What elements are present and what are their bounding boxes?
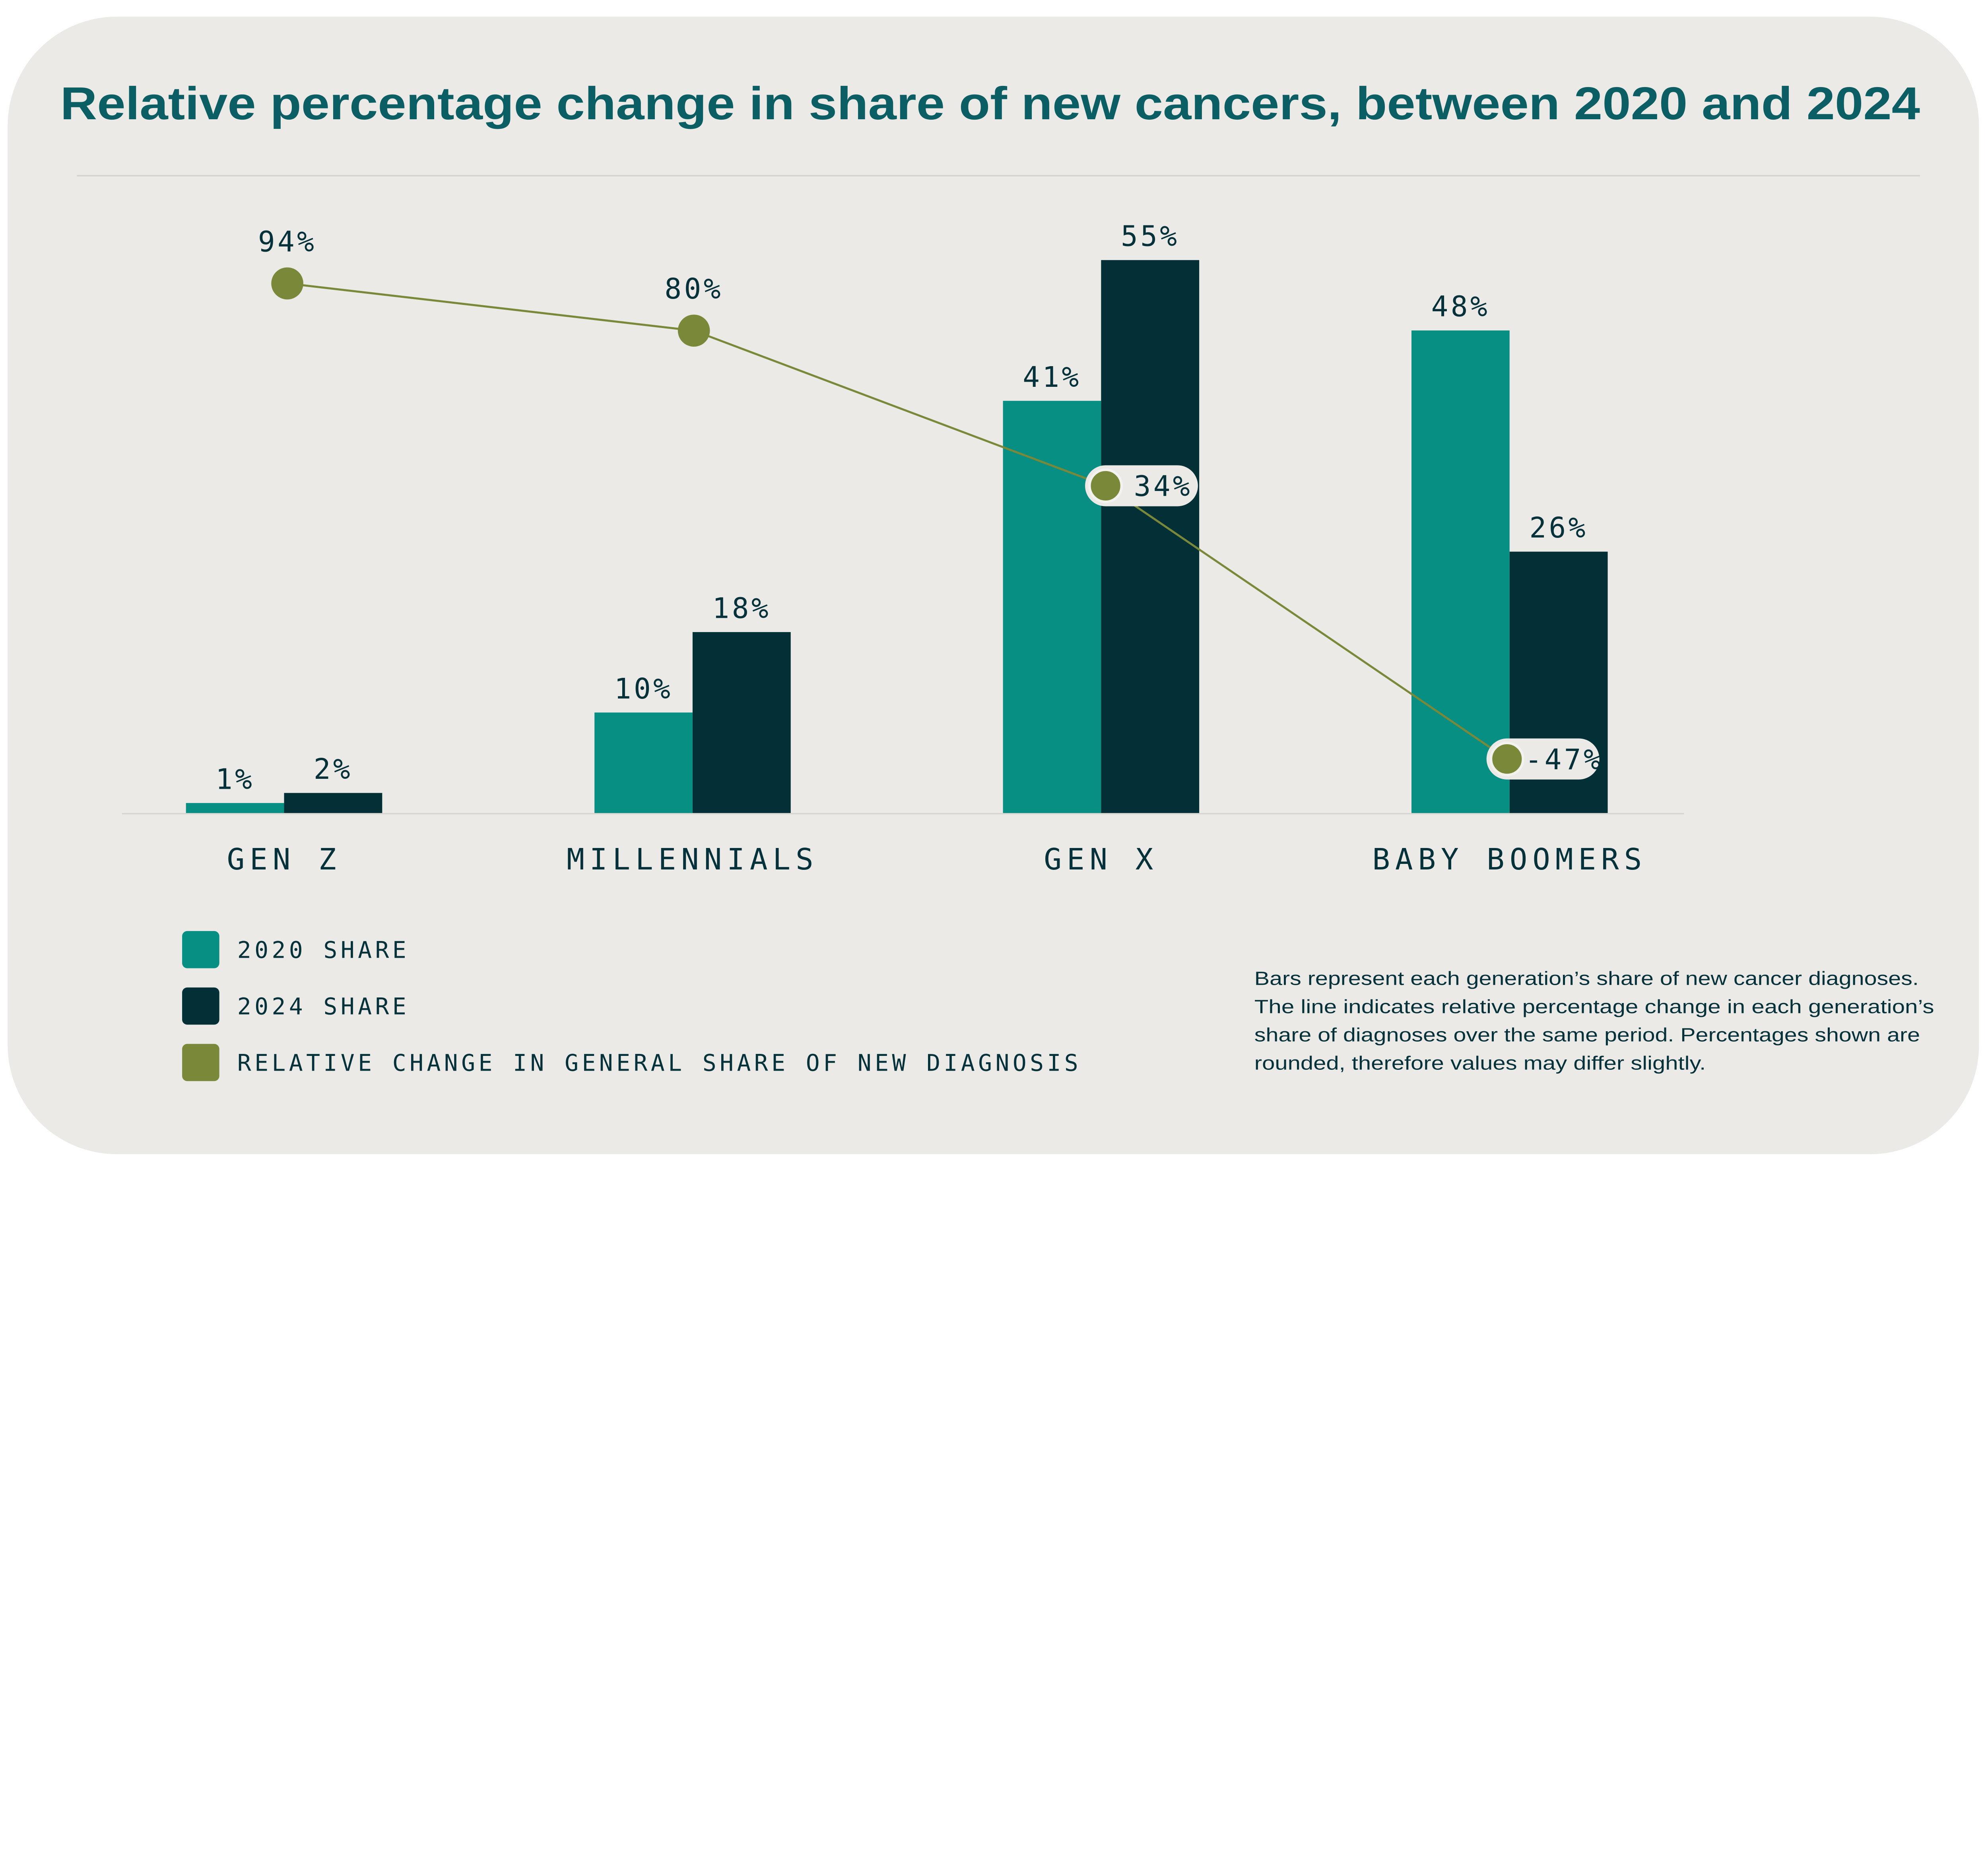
line-value-label: -47% [1525,743,1603,776]
footnote-line: Bars represent each generation’s share o… [1254,968,1919,989]
category-label: GEN Z [227,842,342,877]
footnote-line: The line indicates relative percentage c… [1254,996,1934,1017]
line-value-label: 94% [258,225,317,258]
bar-2024-gen-z [284,793,382,813]
legend-label: 2024 SHARE [237,993,410,1020]
relative-change-point [1489,741,1524,776]
category-label: MILLENNIALS [567,842,818,877]
bar-value-label: 2% [314,753,353,786]
category-label: GEN X [1044,842,1158,877]
bar-2020-baby-boomers [1411,330,1510,813]
legend-swatch [182,931,219,968]
relative-change-point [271,267,303,300]
bar-2020-millennials [594,712,693,813]
legend-swatch [182,1044,219,1081]
bar-value-label: 10% [614,672,673,705]
relative-change-point [1088,468,1123,503]
footnote-line: share of diagnoses over the same period.… [1254,1024,1920,1046]
bar-value-label: 48% [1431,290,1490,323]
line-value-label: 80% [664,272,723,305]
relative-change-line [287,282,1508,760]
line-value-label: 34% [1134,470,1193,503]
legend-label: RELATIVE CHANGE IN GENERAL SHARE OF NEW … [237,1050,1081,1077]
chart-title: Relative percentage change in share of n… [60,78,1920,129]
footnote-line: rounded, therefore values may differ sli… [1254,1052,1706,1074]
bar-value-label: 26% [1529,511,1588,544]
bar-2020-gen-x [1003,401,1101,813]
legend-label: 2020 SHARE [237,937,410,964]
card-background [8,16,1979,1154]
category-label: BABY BOOMERS [1372,842,1647,877]
bar-2020-gen-z [186,803,284,813]
chart: Relative percentage change in share of n… [8,16,1979,1154]
bar-value-label: 18% [712,592,771,625]
bar-value-label: 1% [215,763,254,796]
bar-value-label: 41% [1023,361,1081,394]
legend-swatch [182,987,219,1025]
bar-2024-millennials [692,632,791,813]
relative-change-point [678,314,710,347]
bar-value-label: 55% [1121,220,1180,253]
bar-2024-gen-x [1101,260,1200,813]
